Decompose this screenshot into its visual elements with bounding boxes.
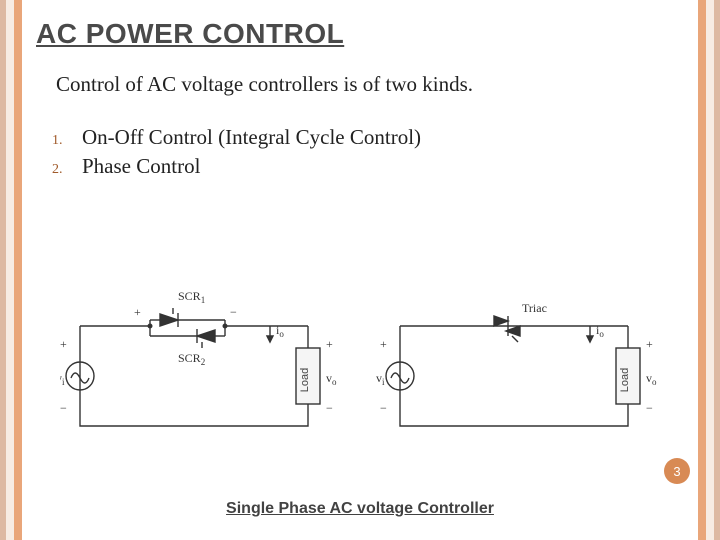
svg-text:vo: vo (326, 371, 337, 387)
list-text: On-Off Control (Integral Cycle Control) (82, 125, 421, 150)
svg-text:vo: vo (646, 371, 657, 387)
svg-text:Load: Load (619, 368, 631, 392)
svg-text:−: − (230, 305, 237, 319)
control-kinds-list: 1. On-Off Control (Integral Cycle Contro… (52, 125, 684, 179)
svg-text:SCR2: SCR2 (178, 351, 205, 367)
svg-text:SCR1: SCR1 (178, 289, 205, 305)
intro-text: Control of AC voltage controllers is of … (56, 72, 684, 97)
svg-text:+: + (380, 337, 387, 351)
list-text: Phase Control (82, 154, 200, 179)
circuit-diagrams: SCR1 SCR2 + − vi + − io + − vo Load (60, 286, 660, 456)
svg-text:−: − (380, 401, 387, 415)
svg-text:+: + (646, 337, 653, 351)
svg-text:vi: vi (376, 371, 385, 387)
svg-text:+: + (134, 305, 141, 319)
page-number-badge: 3 (664, 458, 690, 484)
svg-text:Triac: Triac (522, 301, 547, 315)
slide-title: AC POWER CONTROL (36, 18, 684, 50)
svg-text:−: − (326, 401, 333, 415)
diagram-caption: Single Phase AC voltage Controller (0, 500, 720, 518)
svg-text:+: + (326, 337, 333, 351)
list-item: 2. Phase Control (52, 154, 684, 179)
svg-text:+: + (60, 337, 67, 351)
list-number: 1. (52, 133, 82, 149)
svg-text:−: − (60, 401, 67, 415)
list-item: 1. On-Off Control (Integral Cycle Contro… (52, 125, 684, 150)
svg-text:Load: Load (299, 368, 311, 392)
list-number: 2. (52, 162, 82, 178)
svg-text:vi: vi (60, 371, 65, 387)
svg-text:−: − (646, 401, 653, 415)
